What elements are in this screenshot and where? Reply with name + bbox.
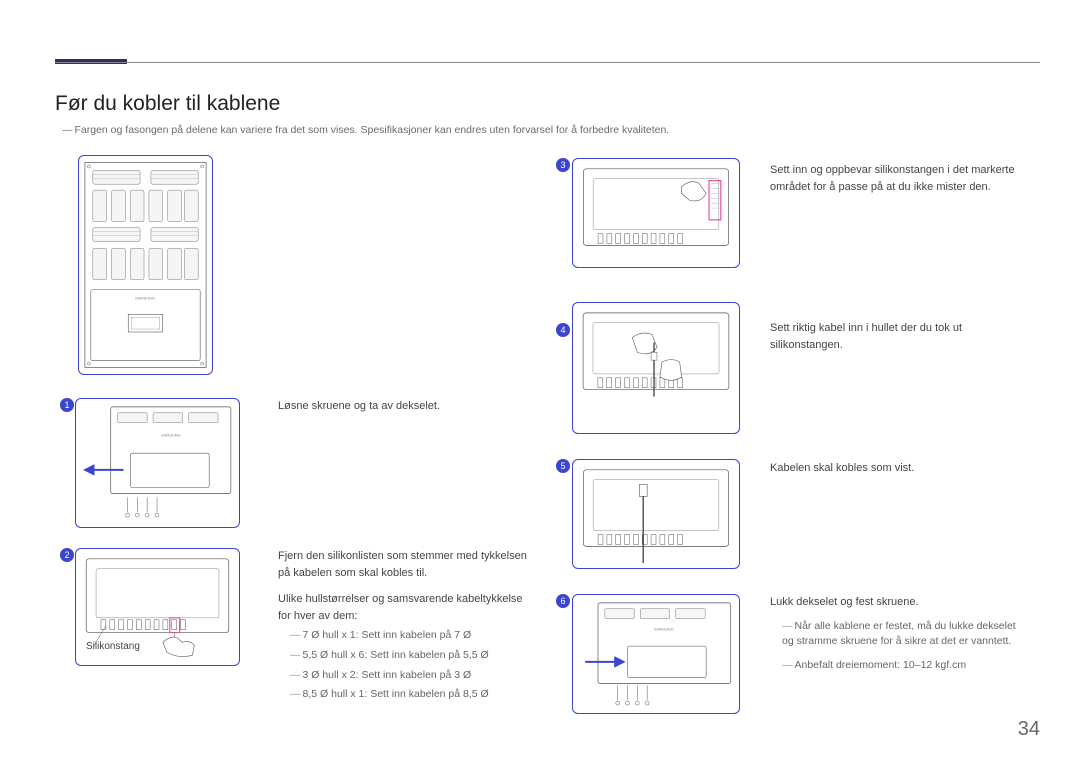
subtitle-note: ―Fargen og fasongen på delene kan varier…: [62, 123, 669, 138]
step-number-5: 5: [556, 459, 570, 473]
step-number-1: 1: [60, 398, 74, 412]
figure-step-6: SAMSUNG: [572, 594, 740, 714]
step-number-3: 3: [556, 158, 570, 172]
label-silikonstang: Silikonstang: [86, 641, 140, 652]
figure-device-back: SAMSUNG: [78, 155, 213, 375]
figure-step-1: SAMSUNG: [75, 398, 240, 528]
figure-step-3: [572, 158, 740, 268]
step-text-6: Lukk dekselet og fest skruene. ―Når alle…: [770, 594, 1030, 674]
svg-text:SAMSUNG: SAMSUNG: [161, 432, 181, 437]
page-number: 34: [1018, 718, 1040, 741]
step-text-3: Sett inn og oppbevar silikonstangen i de…: [770, 162, 1025, 195]
step-number-6: 6: [556, 594, 570, 608]
figure-step-4: [572, 302, 740, 434]
figure-step-5: [572, 459, 740, 569]
svg-text:SAMSUNG: SAMSUNG: [654, 626, 674, 631]
step-text-2: Fjern den silikonlisten som stemmer med …: [278, 548, 528, 703]
step-number-2: 2: [60, 548, 74, 562]
header-divider: [55, 62, 1040, 63]
subtitle-text: Fargen og fasongen på delene kan variere…: [75, 124, 670, 136]
step-text-1: Løsne skruene og ta av dekselet.: [278, 398, 513, 415]
step-text-5: Kabelen skal kobles som vist.: [770, 460, 1025, 477]
step-text-4: Sett riktig kabel inn i hullet der du to…: [770, 320, 1025, 353]
svg-text:SAMSUNG: SAMSUNG: [135, 295, 155, 300]
page-title: Før du kobler til kablene: [55, 92, 280, 116]
step-number-4: 4: [556, 323, 570, 337]
